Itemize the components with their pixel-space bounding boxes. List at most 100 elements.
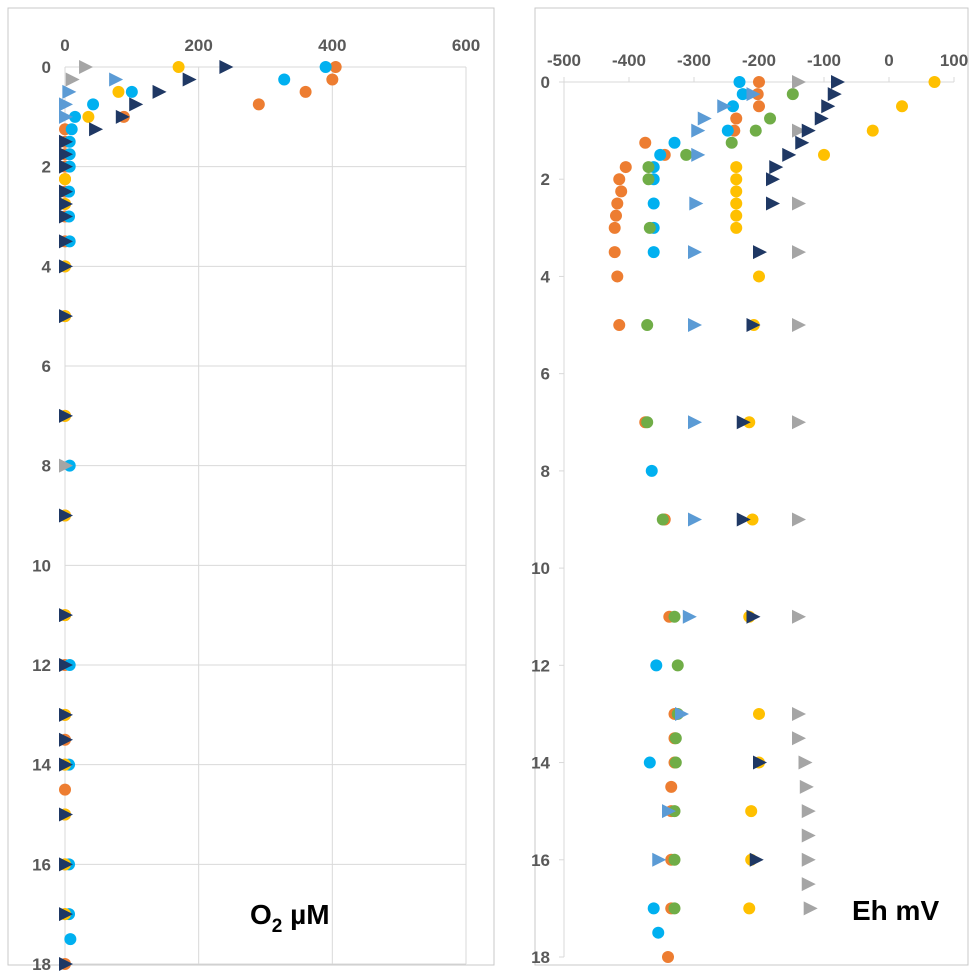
data-point-triangle bbox=[652, 852, 667, 867]
data-point-circle bbox=[647, 197, 660, 210]
x-tick-label: 0 bbox=[60, 36, 69, 55]
data-point-circle bbox=[642, 161, 655, 174]
data-point-circle bbox=[753, 76, 765, 88]
data-point-circle bbox=[610, 209, 622, 222]
data-point-triangle bbox=[59, 408, 73, 423]
data-point-triangle bbox=[675, 706, 689, 721]
data-point-triangle bbox=[59, 197, 73, 212]
o2-panel: 0 200 400 600 0 2 4 6 8 10 12 14 16 18 O2 µM bbox=[7, 7, 495, 974]
data-point-triangle bbox=[662, 804, 676, 819]
series-6 bbox=[59, 60, 234, 971]
data-point-triangle bbox=[799, 779, 814, 794]
data-point-circle bbox=[727, 100, 739, 113]
y-tick-label: 8 bbox=[42, 457, 51, 476]
data-point-circle bbox=[764, 112, 777, 125]
x-tick-label: 100 bbox=[940, 51, 968, 70]
data-point-triangle bbox=[109, 72, 124, 87]
data-point-circle bbox=[643, 221, 656, 234]
data-point-triangle bbox=[689, 196, 704, 211]
y-tick-label: 2 bbox=[42, 158, 51, 177]
data-point-triangle bbox=[792, 245, 806, 260]
data-point-triangle bbox=[59, 907, 73, 922]
data-point-triangle bbox=[59, 159, 73, 174]
data-point-circle bbox=[650, 659, 663, 672]
data-point-triangle bbox=[59, 807, 73, 822]
y-tick-label: 16 bbox=[531, 851, 550, 870]
y-tick-label: 14 bbox=[32, 756, 51, 775]
data-point-circle bbox=[59, 783, 71, 796]
data-point-circle bbox=[749, 124, 762, 137]
y-tick-label: 4 bbox=[42, 257, 52, 276]
data-point-circle bbox=[730, 209, 743, 222]
data-point-triangle bbox=[59, 97, 73, 112]
x-tick-label: -200 bbox=[742, 51, 776, 70]
data-point-circle bbox=[65, 123, 78, 136]
y-tick-label: 8 bbox=[541, 462, 550, 481]
data-point-triangle bbox=[59, 707, 73, 722]
data-point-circle bbox=[639, 136, 652, 149]
data-point-circle bbox=[647, 902, 660, 915]
data-point-triangle bbox=[803, 901, 818, 916]
data-point-triangle bbox=[688, 318, 702, 333]
x-tick-label: -300 bbox=[677, 51, 711, 70]
data-point-triangle bbox=[688, 512, 702, 527]
data-point-triangle bbox=[801, 877, 816, 892]
data-point-triangle bbox=[792, 196, 806, 211]
data-point-circle bbox=[656, 513, 669, 526]
data-point-circle bbox=[668, 853, 681, 866]
data-point-triangle bbox=[753, 245, 767, 260]
data-point-triangle bbox=[59, 757, 73, 772]
data-point-triangle bbox=[62, 84, 77, 99]
data-point-circle bbox=[668, 136, 681, 149]
data-point-circle bbox=[654, 148, 667, 161]
data-point-triangle bbox=[65, 72, 80, 87]
data-point-triangle bbox=[801, 123, 816, 138]
data-point-circle bbox=[69, 110, 82, 123]
data-point-triangle bbox=[129, 97, 144, 112]
data-point-triangle bbox=[801, 852, 816, 867]
data-point-circle bbox=[730, 221, 743, 234]
y-tick-label: 6 bbox=[541, 365, 550, 384]
data-point-triangle bbox=[821, 99, 836, 114]
series-7 bbox=[736, 75, 845, 867]
data-point-circle bbox=[733, 76, 746, 88]
data-point-triangle bbox=[59, 309, 73, 324]
x-tick-label: 600 bbox=[452, 36, 480, 55]
data-point-triangle bbox=[59, 134, 73, 149]
data-point-circle bbox=[665, 780, 678, 793]
data-point-circle bbox=[641, 416, 654, 429]
data-point-circle bbox=[730, 112, 743, 125]
data-point-circle bbox=[647, 246, 660, 259]
data-point-circle bbox=[721, 124, 734, 137]
x-tick-label: -100 bbox=[807, 51, 841, 70]
data-point-circle bbox=[615, 185, 628, 198]
data-point-circle bbox=[172, 61, 185, 73]
data-point-triangle bbox=[59, 458, 73, 473]
data-point-circle bbox=[680, 148, 693, 161]
series-3 bbox=[641, 88, 799, 915]
data-point-circle bbox=[112, 85, 125, 98]
data-point-circle bbox=[745, 805, 758, 818]
data-point-triangle bbox=[59, 658, 73, 672]
data-point-circle bbox=[668, 902, 681, 915]
data-point-triangle bbox=[792, 75, 806, 89]
data-point-triangle bbox=[59, 732, 73, 747]
data-point-circle bbox=[725, 136, 738, 149]
data-point-circle bbox=[652, 926, 665, 939]
data-point-triangle bbox=[152, 84, 167, 99]
data-point-triangle bbox=[736, 512, 751, 527]
data-point-triangle bbox=[182, 72, 197, 87]
x-tick-label: 0 bbox=[884, 51, 893, 70]
data-point-circle bbox=[866, 124, 879, 137]
y-tick-label: 0 bbox=[541, 73, 550, 92]
data-point-triangle bbox=[59, 209, 73, 224]
data-point-circle bbox=[662, 951, 674, 963]
data-point-circle bbox=[59, 173, 71, 186]
panel-label: Eh mV bbox=[852, 895, 939, 926]
x-tick-label: 200 bbox=[184, 36, 212, 55]
data-point-triangle bbox=[736, 415, 751, 430]
data-point-circle bbox=[645, 464, 658, 477]
series-5 bbox=[792, 75, 818, 916]
series-5 bbox=[59, 72, 124, 124]
